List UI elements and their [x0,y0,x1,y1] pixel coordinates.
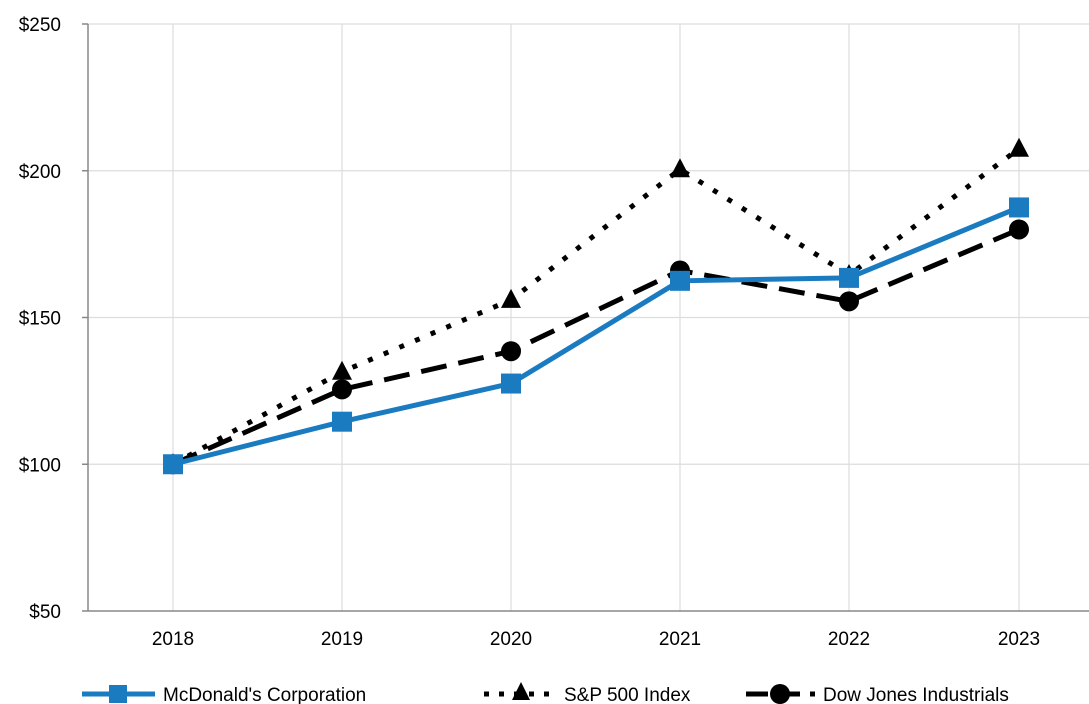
legend-item-sp500: S&P 500 Index [484,682,691,704]
data-point-dji [1009,219,1029,240]
legend-item-mcdonalds: McDonald's Corporation [82,685,366,704]
y-tick-label: $200 [19,162,61,183]
gridlines [82,23,1089,612]
legend-marker-circle-icon [770,684,790,704]
data-point-sp [670,158,690,178]
legend-item-dow: Dow Jones Industrials [746,684,1009,704]
y-tick-label: $150 [19,309,61,330]
series-line-sp [171,146,1021,467]
data-point-mcd [670,270,690,291]
series [163,137,1029,475]
data-point-sp [1009,137,1029,157]
data-point-mcd [501,373,521,394]
legend-label-dow: Dow Jones Industrials [823,685,1009,704]
data-point-dji [501,341,521,362]
series-line-mcd [172,205,1020,467]
axes [87,24,1089,612]
data-point-sp [501,288,521,308]
y-tick-labels: $50 $100 $150 $200 $250 [19,15,61,623]
x-tick-label: 2023 [998,629,1040,650]
x-tick-labels: 2018 2019 2020 2021 2022 2023 [152,629,1040,650]
data-point-sp [332,360,352,380]
y-tick-label: $100 [19,455,61,476]
data-point-dji [839,291,859,312]
data-point-mcd [839,267,859,288]
data-point-mcd [332,411,352,432]
x-tick-label: 2020 [490,629,532,650]
data-point-mcd [1009,197,1029,218]
legend-marker-triangle-icon [512,682,530,700]
x-tick-label: 2021 [659,629,701,650]
legend-label-sp500: S&P 500 Index [564,685,691,704]
x-tick-label: 2019 [321,629,363,650]
series-line-dji [171,227,1020,467]
legend-label-mcdonalds: McDonald's Corporation [163,685,366,704]
y-tick-label: $250 [19,15,61,36]
data-point-mcd [163,454,183,475]
x-tick-label: 2022 [828,629,870,650]
y-tick-label: $50 [29,602,61,623]
x-tick-label: 2018 [152,629,194,650]
legend-marker-square-icon [109,685,127,703]
legend: McDonald's Corporation S&P 500 Index Dow… [82,682,1009,704]
data-point-dji [332,379,352,400]
